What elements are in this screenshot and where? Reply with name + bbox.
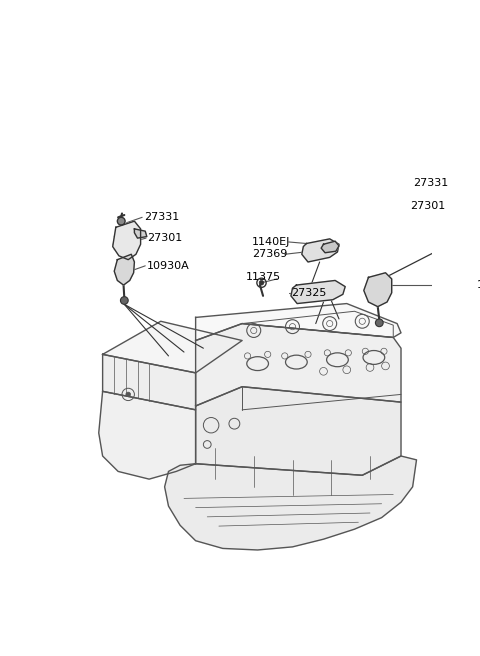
Polygon shape xyxy=(364,273,392,306)
Polygon shape xyxy=(134,229,147,238)
Circle shape xyxy=(120,297,128,304)
Polygon shape xyxy=(196,304,401,340)
Polygon shape xyxy=(471,198,480,208)
Text: 27301: 27301 xyxy=(410,201,445,211)
Polygon shape xyxy=(196,387,401,475)
Circle shape xyxy=(259,281,264,285)
Polygon shape xyxy=(113,221,141,260)
Polygon shape xyxy=(114,255,134,285)
Text: 27325: 27325 xyxy=(291,288,326,298)
Text: 11375: 11375 xyxy=(246,272,281,282)
Polygon shape xyxy=(302,239,339,262)
Polygon shape xyxy=(444,186,475,240)
Text: 27331: 27331 xyxy=(413,178,448,188)
Polygon shape xyxy=(196,323,401,406)
Polygon shape xyxy=(291,281,345,304)
Polygon shape xyxy=(99,392,196,479)
Text: 27369: 27369 xyxy=(252,249,288,259)
Circle shape xyxy=(479,199,480,210)
Polygon shape xyxy=(321,241,339,253)
Circle shape xyxy=(375,319,383,327)
Polygon shape xyxy=(165,456,417,550)
Circle shape xyxy=(126,392,131,397)
Text: 1140EJ: 1140EJ xyxy=(252,237,290,247)
Text: 27301: 27301 xyxy=(147,233,183,243)
Text: 10930A: 10930A xyxy=(477,280,480,290)
Circle shape xyxy=(458,182,466,190)
Circle shape xyxy=(117,217,125,225)
Polygon shape xyxy=(103,321,242,373)
Polygon shape xyxy=(103,354,196,410)
Text: 27331: 27331 xyxy=(144,213,179,222)
Text: 10930A: 10930A xyxy=(147,261,190,271)
